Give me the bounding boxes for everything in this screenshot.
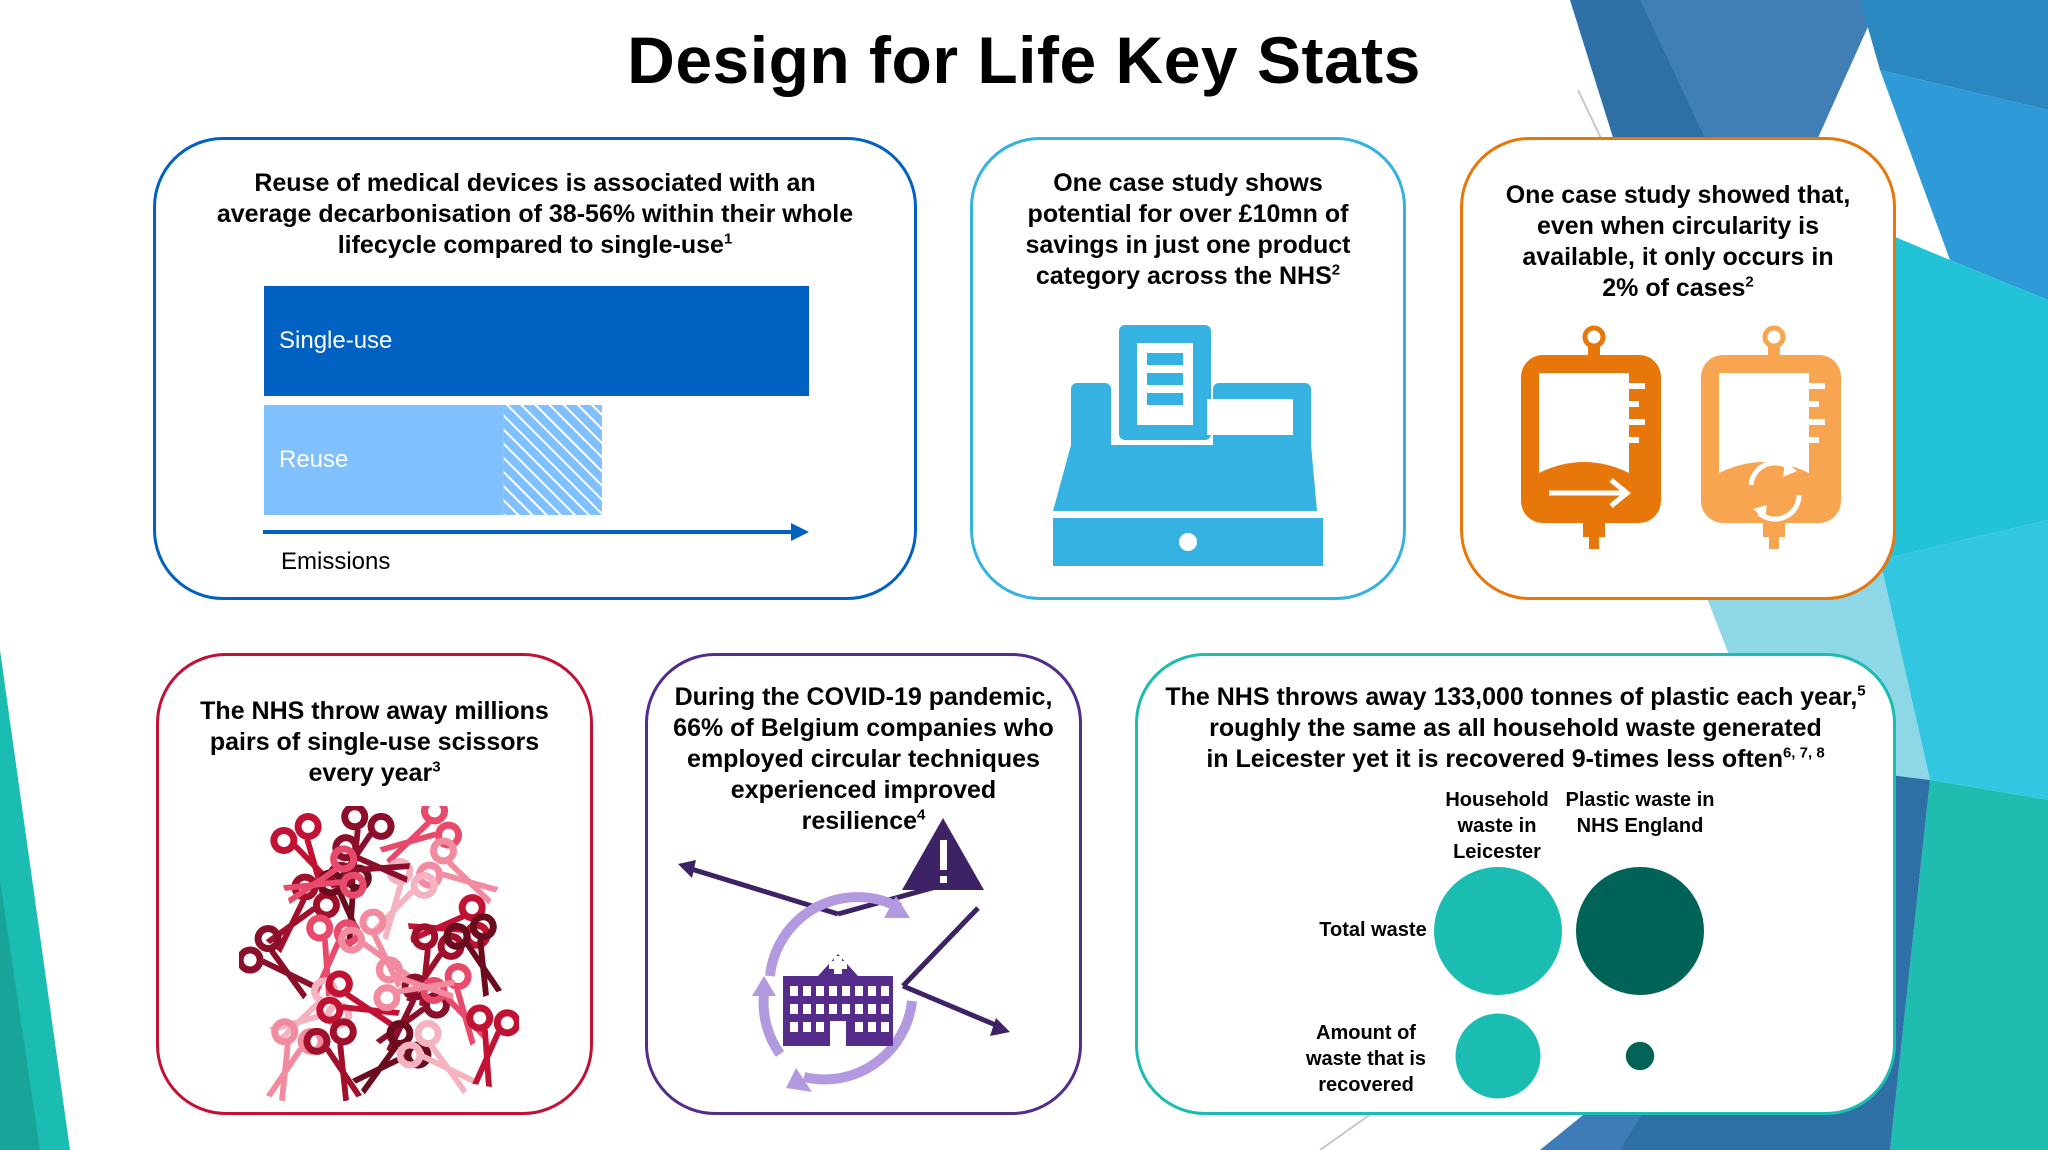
bubble-nhs-total	[1576, 867, 1704, 995]
bubble-household-total	[1434, 867, 1562, 995]
card-text: One case study shows potential for over …	[973, 168, 1403, 292]
card-text-main: One case study shows potential for over …	[1025, 169, 1351, 290]
bar-label-single-use: Single-use	[279, 327, 393, 354]
iv-bag-recycle-icon	[1701, 325, 1841, 549]
card-text: Reuse of medical devices is associated w…	[156, 168, 914, 261]
scissors-shape	[443, 913, 503, 998]
card-text: The NHS throws away 133,000 tonnes of pl…	[1138, 682, 1893, 775]
scissors-shape	[282, 845, 367, 905]
bar-single-use	[264, 286, 809, 396]
scissors-shape	[415, 837, 499, 905]
scissors-shape	[466, 1004, 519, 1088]
card-text-line3: in Leicester yet it is recovered 9-times…	[1206, 745, 1783, 773]
card-plastic-waste: The NHS throws away 133,000 tonnes of pl…	[1135, 653, 1896, 1115]
row-label-total-waste: Total waste	[1319, 919, 1427, 941]
bubble-nhs-recovered	[1625, 1041, 1655, 1071]
bar-reuse-range	[503, 405, 602, 515]
card-text: During the COVID-19 pandemic, 66% of Bel…	[648, 682, 1079, 837]
card-reuse-decarbonisation: Reuse of medical devices is associated w…	[153, 137, 917, 600]
card-text-main: During the COVID-19 pandemic, 66% of Bel…	[673, 683, 1054, 835]
emissions-axis-arrowhead	[791, 523, 809, 541]
card-text: The NHS throw away millions pairs of sin…	[159, 696, 590, 789]
hospital-resilience-icon	[678, 818, 1010, 1092]
column-header-household: Household waste in Leicester	[1445, 789, 1549, 863]
iv-bag-arrow-icon	[1521, 325, 1661, 549]
reference-marker: 1	[723, 230, 733, 248]
reference-marker: 4	[917, 806, 926, 824]
card-text-line: in Leicester yet it is recovered 9-times…	[1158, 744, 1873, 775]
card-savings: One case study shows potential for over …	[970, 137, 1406, 600]
waste-bubble-chart	[1434, 867, 1704, 1099]
scissors-shape	[396, 1020, 477, 1095]
card-scissors: The NHS throw away millions pairs of sin…	[156, 653, 593, 1115]
card-text-main: The NHS throw away millions pairs of sin…	[200, 697, 549, 787]
card-text-line1: The NHS throws away 133,000 tonnes of pl…	[1165, 683, 1858, 711]
page-title: Design for Life Key Stats	[627, 23, 1421, 97]
scissors-shape	[303, 1018, 363, 1101]
card-covid-resilience: During the COVID-19 pandemic, 66% of Bel…	[645, 653, 1082, 1115]
card-text-line: roughly the same as all household waste …	[1209, 714, 1822, 742]
card-text-main: One case study showed that, even when ci…	[1505, 181, 1851, 302]
bubble-household-recovered	[1455, 1013, 1541, 1099]
scissors-shape	[373, 956, 455, 1012]
reference-marker: 5	[1857, 682, 1866, 700]
row-label-recovered: Amount of waste that is recovered	[1305, 1022, 1427, 1096]
scissors-shape	[316, 970, 401, 1030]
scissors-shape	[239, 925, 317, 1000]
bar-label-reuse: Reuse	[279, 446, 349, 473]
card-text: One case study showed that, even when ci…	[1463, 180, 1893, 304]
reference-marker: 2	[1745, 273, 1754, 291]
card-text-line: The NHS throws away 133,000 tonnes of pl…	[1158, 682, 1873, 713]
reference-marker: 3	[432, 758, 441, 776]
card-circularity: One case study showed that, even when ci…	[1460, 137, 1896, 600]
cash-register-icon	[1053, 325, 1323, 566]
axis-label-emissions: Emissions	[281, 548, 391, 575]
column-header-nhs: Plastic waste in NHS England	[1565, 789, 1715, 837]
reference-marker: 6, 7, 8	[1782, 744, 1825, 762]
reference-marker: 2	[1331, 261, 1341, 279]
emissions-bar-chart	[263, 286, 809, 541]
bar-reuse	[264, 405, 504, 515]
card-text-main: Reuse of medical devices is associated w…	[216, 169, 854, 259]
scissors-pile-icon	[239, 806, 519, 1101]
